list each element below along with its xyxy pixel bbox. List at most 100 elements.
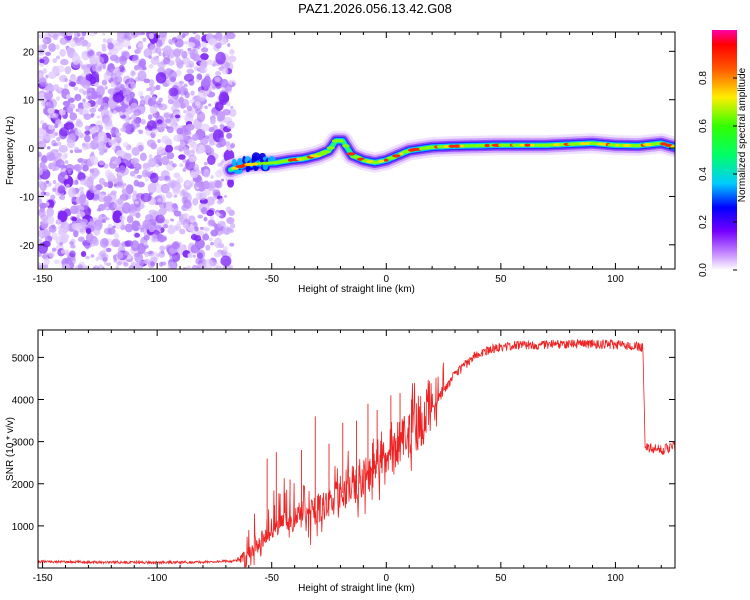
noise-blob: [134, 175, 138, 180]
noise-blob: [220, 178, 225, 182]
noise-blob: [226, 217, 235, 225]
ridge-peak: [392, 154, 401, 158]
noise-blob: [163, 45, 172, 56]
ridge-peak: [649, 142, 657, 146]
noise-blob: [224, 83, 232, 92]
ridge-peak: [530, 143, 535, 147]
noise-blob: [194, 181, 202, 192]
noise-blob: [48, 43, 57, 52]
noise-blob: [98, 66, 102, 71]
noise-blob: [55, 96, 60, 101]
noise-blob: [70, 76, 78, 82]
noise-blob: [83, 143, 93, 150]
noise-blob: [143, 242, 148, 246]
noise-blob: [148, 64, 154, 69]
panel2-x-tick-label: -50: [264, 573, 279, 584]
noise-blob: [113, 110, 117, 114]
noise-blob: [213, 251, 222, 258]
noise-blob: [131, 194, 138, 199]
noise-blob: [202, 233, 210, 241]
noise-blob: [63, 84, 69, 89]
noise-blob: [64, 66, 72, 75]
noise-blob: [170, 218, 175, 222]
noise-blob: [100, 105, 105, 110]
noise-blob: [172, 187, 181, 195]
noise-blob: [179, 48, 184, 54]
ridge-peak: [670, 145, 675, 149]
noise-blob: [157, 61, 166, 68]
noise-blob: [193, 66, 201, 71]
noise-blob: [45, 135, 52, 141]
noise-blob: [76, 168, 81, 172]
noise-blob: [195, 186, 200, 190]
noise-blob: [214, 32, 223, 42]
noise-blob: [89, 156, 95, 161]
panel2-x-tick-label: -150: [33, 573, 53, 584]
noise-blob: [190, 228, 196, 235]
noise-blob: [81, 42, 85, 47]
noise-blob: [128, 206, 133, 213]
noise-blob: [134, 200, 139, 205]
noise-blob: [101, 140, 105, 144]
noise-blob: [82, 164, 89, 172]
noise-blob: [168, 224, 174, 230]
noise-blob: [163, 175, 171, 182]
noise-blob: [183, 73, 195, 82]
noise-blob: [182, 212, 188, 219]
noise-blob: [85, 227, 92, 235]
noise-blob: [81, 79, 91, 90]
panel1-x-tick-label: -50: [264, 274, 279, 285]
noise-blob: [179, 228, 186, 235]
noise-blob: [47, 235, 53, 242]
noise-blob: [111, 228, 116, 233]
noise-blob: [57, 185, 66, 194]
noise-blob: [202, 144, 212, 154]
noise-blob: [144, 177, 149, 182]
noise-blob: [43, 264, 49, 269]
noise-blob: [227, 265, 233, 269]
noise-blob: [130, 81, 137, 89]
noise-blob: [191, 133, 199, 141]
noise-blob: [194, 34, 201, 42]
noise-blob: [194, 108, 202, 115]
noise-blob: [125, 146, 131, 151]
noise-blob: [123, 75, 132, 85]
noise-blob: [52, 57, 58, 64]
noise-blob: [113, 258, 118, 263]
noise-blob: [70, 244, 76, 249]
noise-blob: [149, 105, 157, 115]
noise-blob: [150, 261, 155, 267]
noise-blob: [187, 47, 192, 52]
noise-blob: [85, 42, 92, 48]
noise-blob: [107, 223, 113, 229]
noise-blob: [140, 192, 152, 203]
noise-blob: [113, 136, 120, 143]
noise-blob: [40, 214, 49, 221]
noise-blob: [199, 226, 204, 231]
noise-blob: [163, 223, 168, 229]
noise-blob: [208, 86, 212, 90]
ridge-peak: [383, 158, 389, 162]
noise-blob: [168, 38, 173, 45]
noise-blob: [157, 175, 165, 182]
noise-blob: [87, 95, 94, 101]
noise-blob: [165, 140, 173, 146]
noise-blob: [64, 77, 68, 83]
noise-blob: [134, 76, 141, 82]
noise-blob: [187, 60, 195, 69]
noise-blob: [44, 90, 53, 101]
noise-blob: [78, 186, 84, 192]
noise-blob: [197, 144, 206, 154]
noise-blob: [75, 37, 83, 46]
noise-blob: [62, 263, 71, 269]
noise-blob: [75, 129, 82, 136]
noise-blob: [58, 144, 68, 153]
noise-blob: [48, 224, 57, 233]
noise-blob: [181, 33, 186, 39]
noise-blob: [113, 232, 120, 240]
panel1-frame: [37, 31, 676, 270]
noise-blob: [227, 178, 235, 188]
noise-blob: [94, 82, 99, 88]
noise-blob: [220, 215, 224, 219]
ridge-peak: [524, 143, 531, 147]
